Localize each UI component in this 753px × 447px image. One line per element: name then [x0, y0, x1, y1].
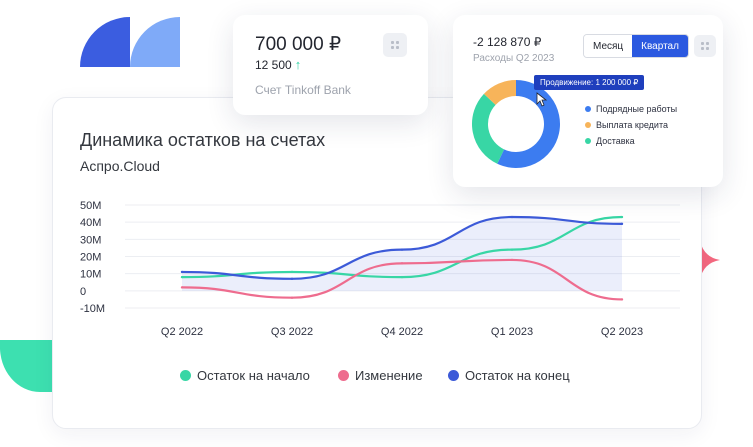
grid-icon[interactable]: [694, 35, 716, 57]
legend-end-label: Остаток на конец: [465, 368, 570, 383]
data-point: [400, 275, 404, 279]
legend-end[interactable]: Остаток на конец: [448, 368, 570, 383]
data-point: [510, 258, 514, 262]
donut-slice-2[interactable]: [483, 80, 517, 106]
area-end-balance: [182, 217, 622, 291]
x-tick-label: Q4 2022: [381, 326, 423, 338]
account-name: Счет Tinkoff Bank: [255, 83, 351, 97]
data-point: [620, 215, 624, 219]
expenses-period: Расходы Q2 2023: [473, 53, 555, 64]
legend-change[interactable]: Изменение: [338, 368, 423, 383]
data-point: [290, 277, 294, 281]
legend-start[interactable]: Остаток на начало: [180, 368, 310, 383]
pie-legend-delivery-label: Доставка: [596, 136, 635, 146]
pie-legend-loan-dot: [585, 122, 591, 128]
grid-icon[interactable]: [383, 33, 407, 57]
toggle-quarter-button[interactable]: Квартал: [632, 35, 688, 57]
blue-quarter-shape: [80, 17, 130, 67]
data-point: [510, 215, 514, 219]
donut-slice-0[interactable]: [497, 80, 560, 168]
pie-legend-contract: Подрядные работы: [585, 104, 677, 114]
expenses-amount: -2 128 870 ₽: [473, 35, 542, 49]
pie-legend-contract-label: Подрядные работы: [596, 104, 678, 114]
data-point: [400, 262, 404, 265]
legend-start-dot: [180, 370, 191, 381]
data-point: [180, 275, 184, 279]
x-tick-label: Q3 2022: [271, 326, 313, 338]
period-toggle: Месяц Квартал: [583, 34, 689, 58]
pie-legend-loan: Выплата кредита: [585, 120, 668, 130]
account-delta: 12 500 ↑: [255, 57, 301, 72]
data-point: [290, 296, 294, 299]
y-tick-label: 20M: [80, 252, 101, 264]
data-point: [180, 270, 184, 274]
data-point: [620, 222, 624, 226]
data-point: [510, 248, 514, 251]
lightblue-quarter-shape: [130, 17, 180, 67]
x-tick-label: Q2 2022: [161, 326, 203, 338]
y-tick-label: 40M: [80, 217, 101, 229]
donut-slice-1[interactable]: [472, 93, 505, 164]
y-tick-label: 30M: [80, 234, 101, 246]
chart-title: Динамика остатков на счетах: [80, 130, 326, 150]
data-point: [620, 298, 624, 301]
pie-legend-delivery-dot: [585, 138, 591, 144]
account-amount: 700 000 ₽: [255, 34, 342, 55]
y-tick-label: 0: [80, 286, 86, 298]
toggle-month-button[interactable]: Месяц: [584, 35, 633, 57]
y-tick-label: -10M: [80, 303, 105, 315]
data-point: [290, 270, 294, 274]
x-tick-label: Q2 2023: [601, 326, 643, 338]
data-point: [180, 286, 184, 289]
y-tick-label: 10M: [80, 269, 101, 281]
arrow-up-icon: ↑: [294, 57, 302, 72]
pie-legend-contract-dot: [585, 106, 591, 112]
legend-change-label: Изменение: [355, 368, 423, 383]
legend-end-dot: [448, 370, 459, 381]
account-balance-card: 700 000 ₽ 12 500 ↑ Счет Tinkoff Bank: [233, 15, 428, 115]
pie-legend-loan-label: Выплата кредита: [596, 120, 668, 130]
account-delta-value: 12 500: [255, 57, 292, 72]
x-tick-label: Q1 2023: [491, 326, 533, 338]
donut-tooltip: Продвижение: 1 200 000 ₽: [534, 75, 645, 90]
chart-subtitle: Аспро.Cloud: [80, 158, 160, 174]
y-tick-label: 50M: [80, 200, 101, 212]
pie-legend-delivery: Доставка: [585, 136, 635, 146]
legend-change-dot: [338, 370, 349, 381]
data-point: [400, 248, 404, 251]
legend-start-label: Остаток на начало: [197, 368, 310, 383]
